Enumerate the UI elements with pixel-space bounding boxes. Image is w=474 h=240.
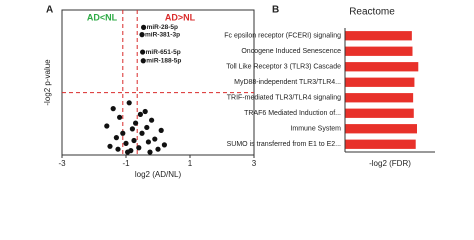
panel-label: B <box>272 5 279 16</box>
x-tick-label: -1 <box>122 159 130 168</box>
x-tick-label: -3 <box>58 159 66 168</box>
point <box>126 100 132 106</box>
category-label: Toll Like Receptor 3 (TLR3) Cascade <box>226 64 341 71</box>
point <box>139 32 145 38</box>
point-label: miR-381-3p <box>145 31 180 38</box>
point <box>147 149 153 155</box>
point <box>110 106 116 112</box>
point-label: miR-188-5p <box>146 57 181 64</box>
category-label: Fc epsilon receptor (FCERI) signaling <box>224 33 341 40</box>
y-axis-label: -log2 p-value <box>43 59 52 106</box>
point <box>131 137 137 144</box>
point <box>152 136 158 142</box>
bar <box>345 124 417 134</box>
point <box>123 140 129 146</box>
point <box>149 117 155 123</box>
group-label: AD<NL <box>87 12 118 22</box>
point <box>155 146 161 152</box>
point <box>133 120 139 126</box>
point <box>145 139 151 145</box>
point <box>140 49 146 55</box>
bar <box>345 77 415 87</box>
bar <box>345 31 412 41</box>
bar <box>345 62 419 72</box>
point-label: miR-28-5p <box>147 24 178 31</box>
point <box>120 130 126 136</box>
point <box>140 58 146 64</box>
panel-label: A <box>46 5 53 16</box>
x-axis-label: -log2 (FDR) <box>369 159 411 168</box>
category-label: TRAF6 Mediated Induction of... <box>244 110 341 117</box>
chart-title: Reactome <box>349 7 395 18</box>
point <box>107 143 113 149</box>
x-tick-label: 1 <box>188 159 193 168</box>
point <box>113 135 119 141</box>
point <box>136 145 142 151</box>
category-label: SUMO is transferred from E1 to E2... <box>227 141 341 148</box>
point <box>104 123 110 129</box>
bar <box>345 139 416 149</box>
category-label: Oncogene Induced Senescence <box>241 48 341 55</box>
category-label: MyD88-independent TLR3/TLR4... <box>234 79 341 86</box>
bar <box>345 46 413 56</box>
figure: A B -3 -1 1 3 log2 (AD/NL) -log2 p-value AD<NL… <box>43 5 435 179</box>
point <box>117 114 123 120</box>
category-label: TRIF-mediated TLR3/TLR4 signaling <box>227 95 341 102</box>
point <box>137 111 143 117</box>
point <box>115 146 121 152</box>
point-label: miR-651-5p <box>146 49 181 56</box>
x-axis-label: log2 (AD/NL) <box>135 170 182 179</box>
group-label: AD>NL <box>165 12 196 22</box>
point <box>129 126 135 132</box>
point <box>144 124 150 131</box>
plot-frame <box>61 9 255 156</box>
bar <box>345 108 414 118</box>
bar <box>345 93 414 103</box>
point <box>139 130 145 136</box>
point <box>125 149 131 155</box>
point <box>142 108 148 115</box>
point <box>161 142 167 148</box>
category-label: Immune System <box>290 126 341 133</box>
x-tick-label: 3 <box>252 159 257 168</box>
point <box>158 127 164 133</box>
point <box>141 24 147 30</box>
